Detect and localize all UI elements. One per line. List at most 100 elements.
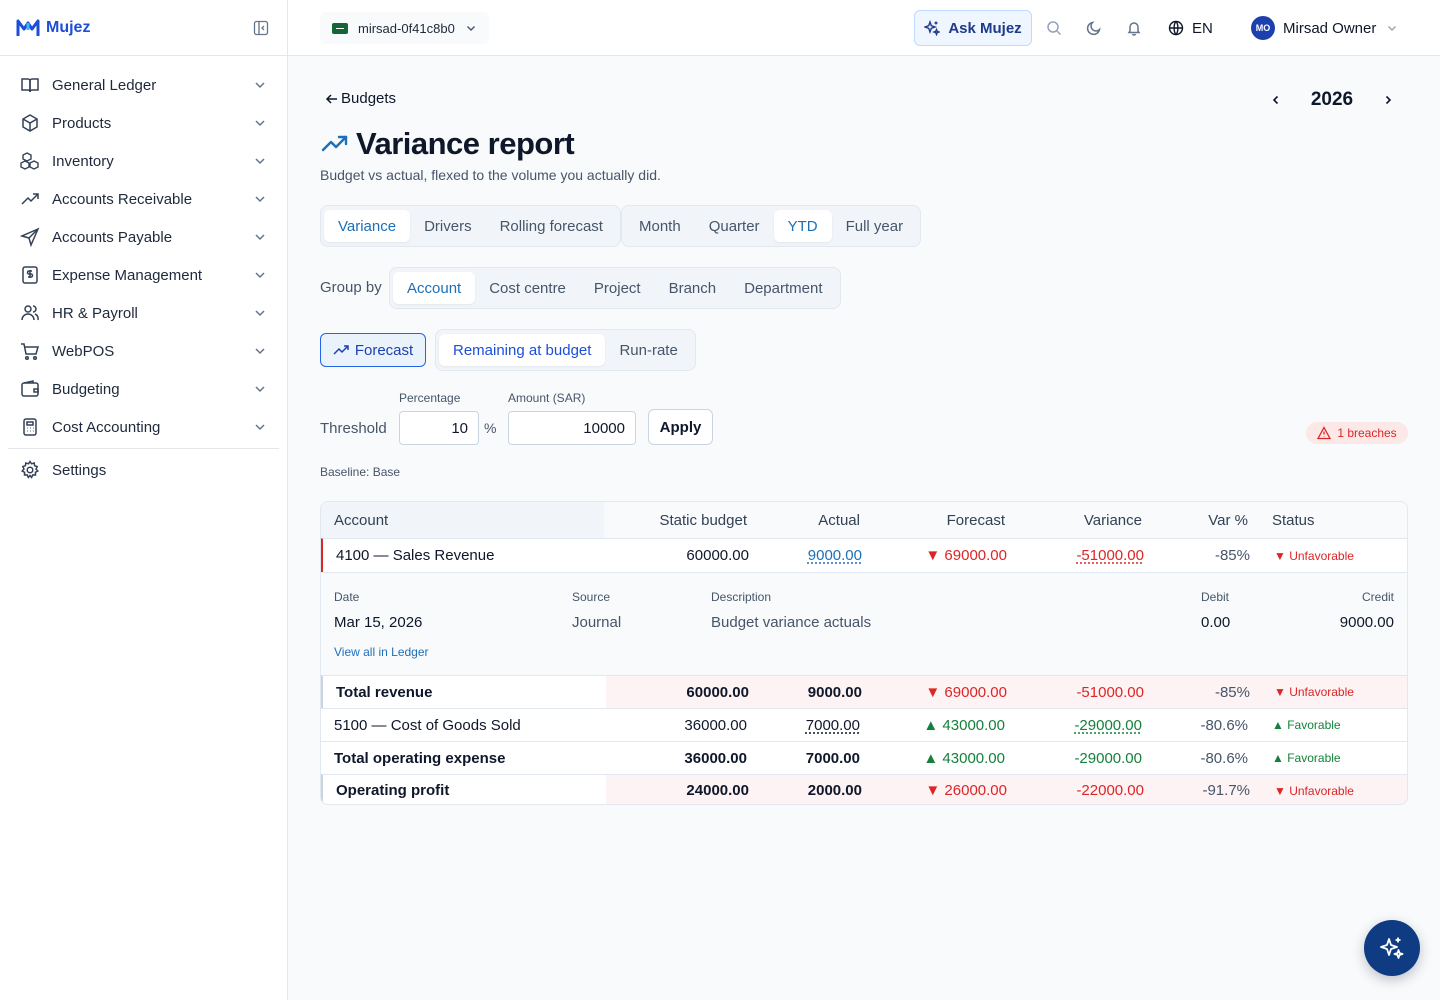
actual-cell: 2000.00 bbox=[807, 782, 862, 799]
group-by-tabs: Account Cost centre Project Branch Depar… bbox=[389, 267, 841, 309]
period-tabs: Month Quarter YTD Full year bbox=[621, 205, 922, 247]
sidebar-item-label: General Ledger bbox=[52, 76, 157, 94]
ledger-detail-panel: Date Source Description Debit Credit Mar… bbox=[321, 572, 1407, 675]
user-menu[interactable]: MO Mirsad Owner bbox=[1251, 16, 1398, 40]
chevron-right-icon bbox=[1385, 95, 1392, 105]
year-value: 2026 bbox=[1310, 89, 1354, 110]
variance-cell[interactable]: -51000.00 bbox=[1007, 539, 1144, 572]
account-cell: Operating profit bbox=[323, 775, 606, 804]
account-cell: 4100 — Sales Revenue bbox=[336, 547, 495, 564]
sidebar-item-inventory[interactable]: Inventory bbox=[8, 142, 279, 180]
chevron-down-icon bbox=[253, 192, 267, 206]
actual-cell[interactable]: 9000.00 bbox=[749, 539, 862, 572]
tab-month[interactable]: Month bbox=[639, 217, 681, 235]
box-icon bbox=[20, 113, 40, 133]
sidebar-item-label: Products bbox=[52, 114, 112, 132]
forecast-cell: ▲ 43000.00 bbox=[923, 749, 1005, 767]
sidebar-item-webpos[interactable]: WebPOS bbox=[8, 332, 279, 370]
ai-assistant-fab-button[interactable] bbox=[1364, 920, 1420, 976]
sidebar-item-cost-accounting[interactable]: Cost Accounting bbox=[8, 408, 279, 446]
actual-drilldown-link[interactable]: 9000.00 bbox=[807, 547, 862, 564]
variance-link[interactable]: -29000.00 bbox=[1074, 716, 1142, 734]
group-by-cost-centre[interactable]: Cost centre bbox=[489, 279, 566, 297]
status-badge: ▼ Unfavorable bbox=[1274, 783, 1354, 798]
tab-full-year[interactable]: Full year bbox=[845, 217, 904, 235]
group-by-account[interactable]: Account bbox=[393, 272, 476, 304]
column-header-variance[interactable]: Variance bbox=[1083, 511, 1142, 529]
column-header-status[interactable]: Status bbox=[1272, 511, 1315, 529]
table-header-row: Account Static budget Actual Forecast Va… bbox=[321, 502, 1407, 538]
previous-year-button[interactable] bbox=[1264, 88, 1288, 112]
percentage-input[interactable]: 10 bbox=[399, 411, 479, 445]
brand: Mujez bbox=[0, 0, 287, 56]
detail-description: Budget variance actuals bbox=[711, 614, 872, 631]
tab-variance[interactable]: Variance bbox=[324, 210, 411, 242]
var-pct-cell: -85% bbox=[1214, 683, 1250, 701]
collapse-sidebar-button[interactable] bbox=[251, 18, 271, 38]
sidebar-item-hr-payroll[interactable]: HR & Payroll bbox=[8, 294, 279, 332]
sidebar-toggle-icon bbox=[253, 20, 269, 35]
actual-cell[interactable]: 7000.00 bbox=[747, 709, 860, 741]
mujez-logo-icon bbox=[16, 19, 40, 36]
sidebar-item-label: Cost Accounting bbox=[52, 418, 161, 436]
sidebar-item-accounts-receivable[interactable]: Accounts Receivable bbox=[8, 180, 279, 218]
column-header-actual[interactable]: Actual bbox=[818, 511, 860, 529]
detail-header-debit: Debit bbox=[1201, 590, 1230, 604]
user-name: Mirsad Owner bbox=[1283, 19, 1377, 37]
sparkles-icon bbox=[1380, 937, 1404, 959]
status-badge: ▲ Favorable bbox=[1272, 751, 1341, 765]
column-header-forecast[interactable]: Forecast bbox=[946, 511, 1005, 529]
group-by-department[interactable]: Department bbox=[744, 279, 823, 297]
sidebar-item-accounts-payable[interactable]: Accounts Payable bbox=[8, 218, 279, 256]
table-row[interactable]: 5100 — Cost of Goods Sold 36000.00 7000.… bbox=[321, 708, 1407, 741]
tab-remaining-at-budget[interactable]: Remaining at budget bbox=[439, 334, 606, 366]
tab-quarter[interactable]: Quarter bbox=[708, 217, 760, 235]
tab-ytd[interactable]: YTD bbox=[773, 210, 832, 242]
static-budget-cell: 36000.00 bbox=[684, 749, 747, 767]
forecast-toggle-button[interactable]: Forecast bbox=[320, 333, 426, 367]
language-switcher[interactable]: EN bbox=[1168, 16, 1213, 40]
bell-icon[interactable] bbox=[1124, 18, 1144, 38]
moon-icon[interactable] bbox=[1084, 18, 1104, 38]
ask-mujez-button[interactable]: Ask Mujez bbox=[914, 10, 1032, 46]
sidebar-item-general-ledger[interactable]: General Ledger bbox=[8, 66, 279, 104]
variance-cell[interactable]: -29000.00 bbox=[1005, 709, 1142, 741]
chevron-down-icon bbox=[253, 420, 267, 434]
breaches-badge: 1 breaches bbox=[1306, 422, 1408, 444]
next-year-button[interactable] bbox=[1376, 88, 1400, 112]
column-header-var-pct[interactable]: Var % bbox=[1208, 511, 1248, 529]
detail-credit: 9000.00 bbox=[1339, 614, 1394, 631]
var-pct-cell: -91.7% bbox=[1202, 782, 1250, 799]
status-text: Unfavorable bbox=[1289, 783, 1354, 798]
sidebar-item-label: HR & Payroll bbox=[52, 304, 138, 322]
sidebar: Mujez General Ledger Products Inventory … bbox=[0, 0, 288, 1000]
column-header-account[interactable]: Account bbox=[321, 502, 604, 538]
sidebar-item-products[interactable]: Products bbox=[8, 104, 279, 142]
back-label: Budgets bbox=[341, 90, 397, 107]
book-open-icon bbox=[20, 75, 40, 95]
group-by-branch[interactable]: Branch bbox=[668, 279, 717, 297]
view-all-in-ledger-link[interactable]: View all in Ledger bbox=[334, 645, 429, 659]
column-header-static-budget[interactable]: Static budget bbox=[659, 511, 747, 529]
apply-button[interactable]: Apply bbox=[648, 409, 713, 445]
actual-drilldown-link[interactable]: 7000.00 bbox=[805, 716, 860, 734]
organization-switcher[interactable]: mirsad-0f41c8b0 bbox=[320, 12, 489, 44]
search-icon[interactable] bbox=[1044, 18, 1064, 38]
sidebar-item-settings[interactable]: Settings bbox=[8, 451, 279, 489]
table-row[interactable]: 4100 — Sales Revenue 60000.00 9000.00 ▼ … bbox=[321, 538, 1407, 572]
back-to-budgets-link[interactable]: Budgets bbox=[325, 90, 396, 107]
tab-rolling-forecast[interactable]: Rolling forecast bbox=[499, 217, 603, 235]
tab-drivers[interactable]: Drivers bbox=[424, 217, 472, 235]
baseline-label: Baseline: Base bbox=[320, 465, 401, 479]
amount-label: Amount (SAR) bbox=[508, 391, 586, 405]
sidebar-item-expense-management[interactable]: Expense Management bbox=[8, 256, 279, 294]
tab-run-rate[interactable]: Run-rate bbox=[619, 341, 678, 359]
variance-link[interactable]: -51000.00 bbox=[1076, 547, 1144, 564]
amount-input[interactable]: 10000 bbox=[508, 411, 636, 445]
sidebar-item-label: Inventory bbox=[52, 152, 114, 170]
sidebar-item-label: Budgeting bbox=[52, 380, 120, 398]
group-by-project[interactable]: Project bbox=[593, 279, 641, 297]
status-text: Unfavorable bbox=[1289, 685, 1354, 699]
sidebar-item-budgeting[interactable]: Budgeting bbox=[8, 370, 279, 408]
status-badge: ▼ Unfavorable bbox=[1274, 548, 1354, 563]
